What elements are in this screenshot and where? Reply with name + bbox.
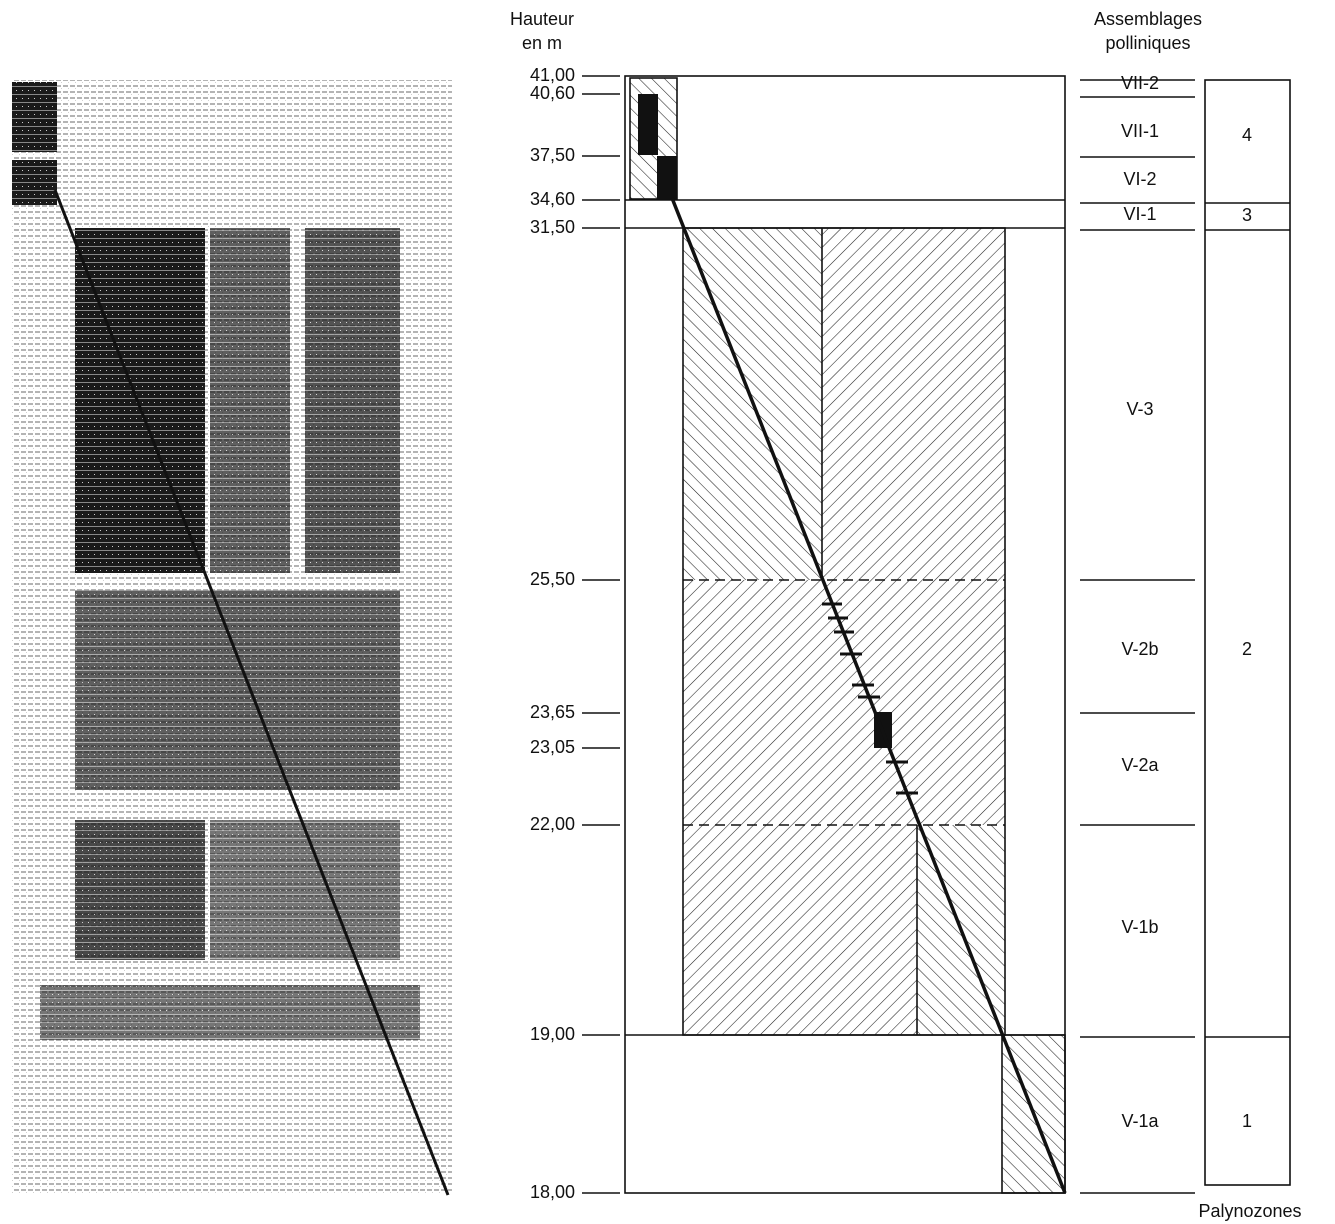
hatch-area (683, 825, 917, 1035)
matrix-block (12, 160, 57, 205)
height-label: 41,00 (530, 65, 575, 85)
black-sample (657, 156, 677, 199)
matrix-block (210, 228, 290, 573)
height-label: 19,00 (530, 1024, 575, 1044)
palynozone-label: 1 (1242, 1111, 1252, 1131)
column-frame (624, 75, 1066, 1194)
height-label: 18,00 (530, 1182, 575, 1202)
assemblage-label: V-1b (1121, 917, 1158, 937)
assemblage-label: VI-2 (1123, 169, 1156, 189)
height-title: Hauteur (510, 9, 574, 29)
palynozone-label: 4 (1242, 125, 1252, 145)
palynozone-label: 2 (1242, 639, 1252, 659)
assemblage-label: VII-1 (1121, 121, 1159, 141)
sample-ticks (822, 602, 918, 795)
height-label: 34,60 (530, 189, 575, 209)
height-title: en m (522, 33, 562, 53)
height-label: 31,50 (530, 217, 575, 237)
assemblages-title: Assemblages (1094, 9, 1202, 29)
matrix-block (12, 82, 57, 152)
assemblage-label: VII-2 (1121, 73, 1159, 93)
height-label: 25,50 (530, 569, 575, 589)
hatch-area (822, 228, 1005, 580)
matrix-block (75, 820, 205, 960)
matrix-block (40, 985, 420, 1040)
matrix-diagonal (53, 189, 450, 1196)
assemblage-label: V-2b (1121, 639, 1158, 659)
assemblage-column: VII-2 VII-1 VI-2 VI-1 V-3 V-2b V-2a V-1b V-1a (1080, 73, 1195, 1194)
assemblage-label: V-3 (1126, 399, 1153, 419)
hatch-frame (1001, 1034, 1066, 1194)
section-column (624, 75, 1067, 1194)
assemblage-label: V-2a (1121, 755, 1159, 775)
assemblage-label: VI-1 (1123, 204, 1156, 224)
hatch-frame (629, 77, 678, 200)
hatch-frame (682, 227, 1006, 1036)
height-label: 40,60 (530, 83, 575, 103)
height-label: 23,65 (530, 702, 575, 722)
hatch-area (683, 580, 1005, 825)
seriation-matrix (12, 80, 452, 1196)
height-label: 37,50 (530, 145, 575, 165)
palynozone-column: 4 3 2 1 (1204, 79, 1291, 1186)
matrix-block (75, 590, 400, 790)
height-label: 23,05 (530, 737, 575, 757)
matrix-block (305, 228, 400, 573)
assemblages-title: polliniques (1105, 33, 1190, 53)
palynozone-frame (1204, 79, 1291, 1186)
assemblage-label: V-1a (1121, 1111, 1159, 1131)
height-label: 22,00 (530, 814, 575, 834)
black-sample (638, 94, 658, 155)
palynozones-title: Palynozones (1198, 1201, 1301, 1221)
palynozone-label: 3 (1242, 205, 1252, 225)
matrix-block (210, 820, 400, 960)
